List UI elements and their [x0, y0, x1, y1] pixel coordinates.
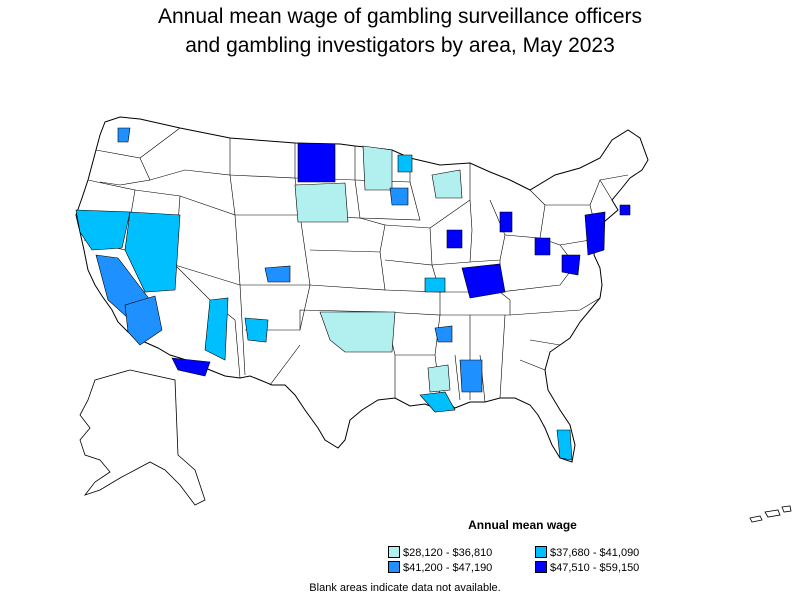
- area-tier4: [461, 263, 506, 299]
- data-availability-note: Blank areas indicate data not available.: [309, 582, 501, 594]
- area-tier4: [499, 211, 513, 233]
- area-tier2: [419, 391, 456, 413]
- hawaii-outline: [749, 505, 792, 523]
- area-tier3: [459, 359, 483, 393]
- area-tier4: [584, 211, 606, 256]
- map-title-line2: and gambling investigators by area, May …: [185, 34, 615, 57]
- legend-label: $41,200 - $47,190: [403, 562, 493, 574]
- area-tier2: [556, 429, 573, 461]
- legend-swatch: [388, 546, 400, 558]
- legend-swatch: [388, 561, 400, 573]
- legend-label: $28,120 - $36,810: [403, 547, 493, 559]
- colored-areas: [75, 127, 631, 461]
- area-tier2: [75, 209, 131, 251]
- area-tier3: [264, 265, 291, 283]
- area-tier4: [171, 357, 211, 377]
- area-tier3: [124, 295, 163, 346]
- area-tier1: [431, 169, 463, 199]
- area-tier3: [117, 127, 131, 143]
- area-tier1: [294, 182, 349, 223]
- area-tier2: [244, 317, 269, 343]
- legend-item-tier3: $41,200 - $47,190: [388, 561, 492, 575]
- area-tier2: [424, 277, 446, 293]
- area-tier2: [204, 297, 229, 361]
- legend-title: Annual mean wage: [468, 518, 577, 532]
- map-title: Annual mean wage of gambling surveillanc…: [0, 2, 800, 60]
- area-tier4: [619, 204, 631, 216]
- legend-item-tier1: $28,120 - $36,810: [388, 546, 492, 560]
- legend-swatch: [535, 546, 547, 558]
- area-tier3: [389, 187, 409, 206]
- map-title-line1: Annual mean wage of gambling surveillanc…: [157, 5, 643, 28]
- legend-item-tier2: $37,680 - $41,090: [535, 546, 639, 560]
- contiguous-us-outline: [75, 116, 649, 463]
- alaska-outline: [79, 369, 206, 506]
- area-tier1: [319, 311, 396, 353]
- area-tier4: [561, 254, 581, 276]
- area-tier2: [124, 211, 181, 293]
- area-tier1: [362, 145, 393, 191]
- legend-label: $37,680 - $41,090: [550, 547, 640, 559]
- area-tier1: [427, 364, 451, 393]
- area-tier3: [434, 325, 453, 343]
- area-tier4: [534, 237, 551, 256]
- legend-label: $47,510 - $59,150: [550, 562, 640, 574]
- area-tier4: [446, 229, 463, 249]
- area-tier2: [397, 154, 413, 173]
- area-tier4: [297, 142, 336, 183]
- legend-item-tier4: $47,510 - $59,150: [535, 561, 639, 575]
- legend-swatch: [535, 561, 547, 573]
